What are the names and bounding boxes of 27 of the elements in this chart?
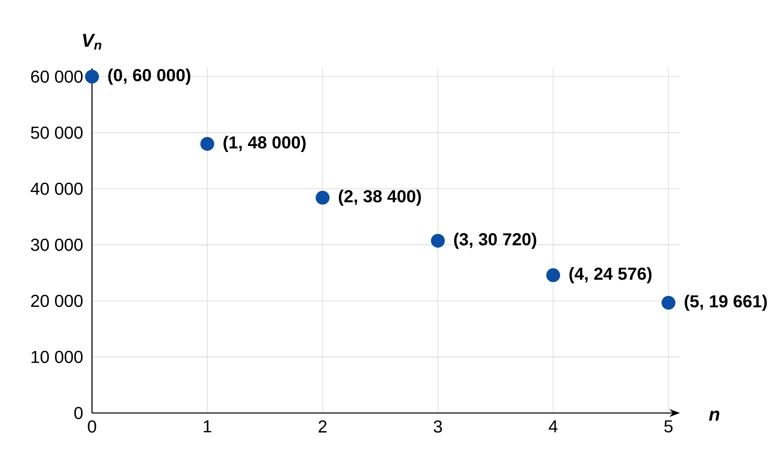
- y-tick-label: 50 000: [30, 126, 83, 139]
- x-tick-label: 5: [664, 420, 673, 432]
- y-tick-label: 10 000: [32, 350, 83, 364]
- y-tick-label: 40 000: [30, 182, 83, 195]
- data-label: (4, 24 576): [569, 267, 652, 284]
- point: [546, 268, 560, 282]
- y-tick-label: 0: [74, 406, 83, 420]
- point: [200, 136, 214, 151]
- y-tick-label: 30 000: [30, 238, 83, 251]
- x-axis-title: n: [709, 410, 720, 421]
- point: [316, 190, 330, 205]
- data-label: (3, 30 720): [454, 232, 536, 249]
- x-tick-label: 2: [318, 420, 327, 432]
- point: [85, 70, 99, 84]
- x-tick-label: 4: [548, 420, 558, 432]
- point: [662, 296, 676, 310]
- y-tick-label: 60 000: [31, 70, 83, 83]
- y-tick-label: 20 000: [31, 294, 83, 308]
- x-tick-label: 0: [88, 420, 96, 433]
- data-label: (1, 48 000): [224, 136, 306, 152]
- data-label: (0, 60 000): [108, 68, 190, 85]
- x-tick-label: 3: [434, 420, 442, 433]
- y-axis-title: V$_{n}$: [83, 34, 102, 50]
- data-label: (2, 38 400): [338, 190, 421, 206]
- data-label: (5, 19 661): [684, 294, 767, 311]
- x-tick-label: 1: [204, 420, 212, 432]
- point: [430, 234, 445, 248]
